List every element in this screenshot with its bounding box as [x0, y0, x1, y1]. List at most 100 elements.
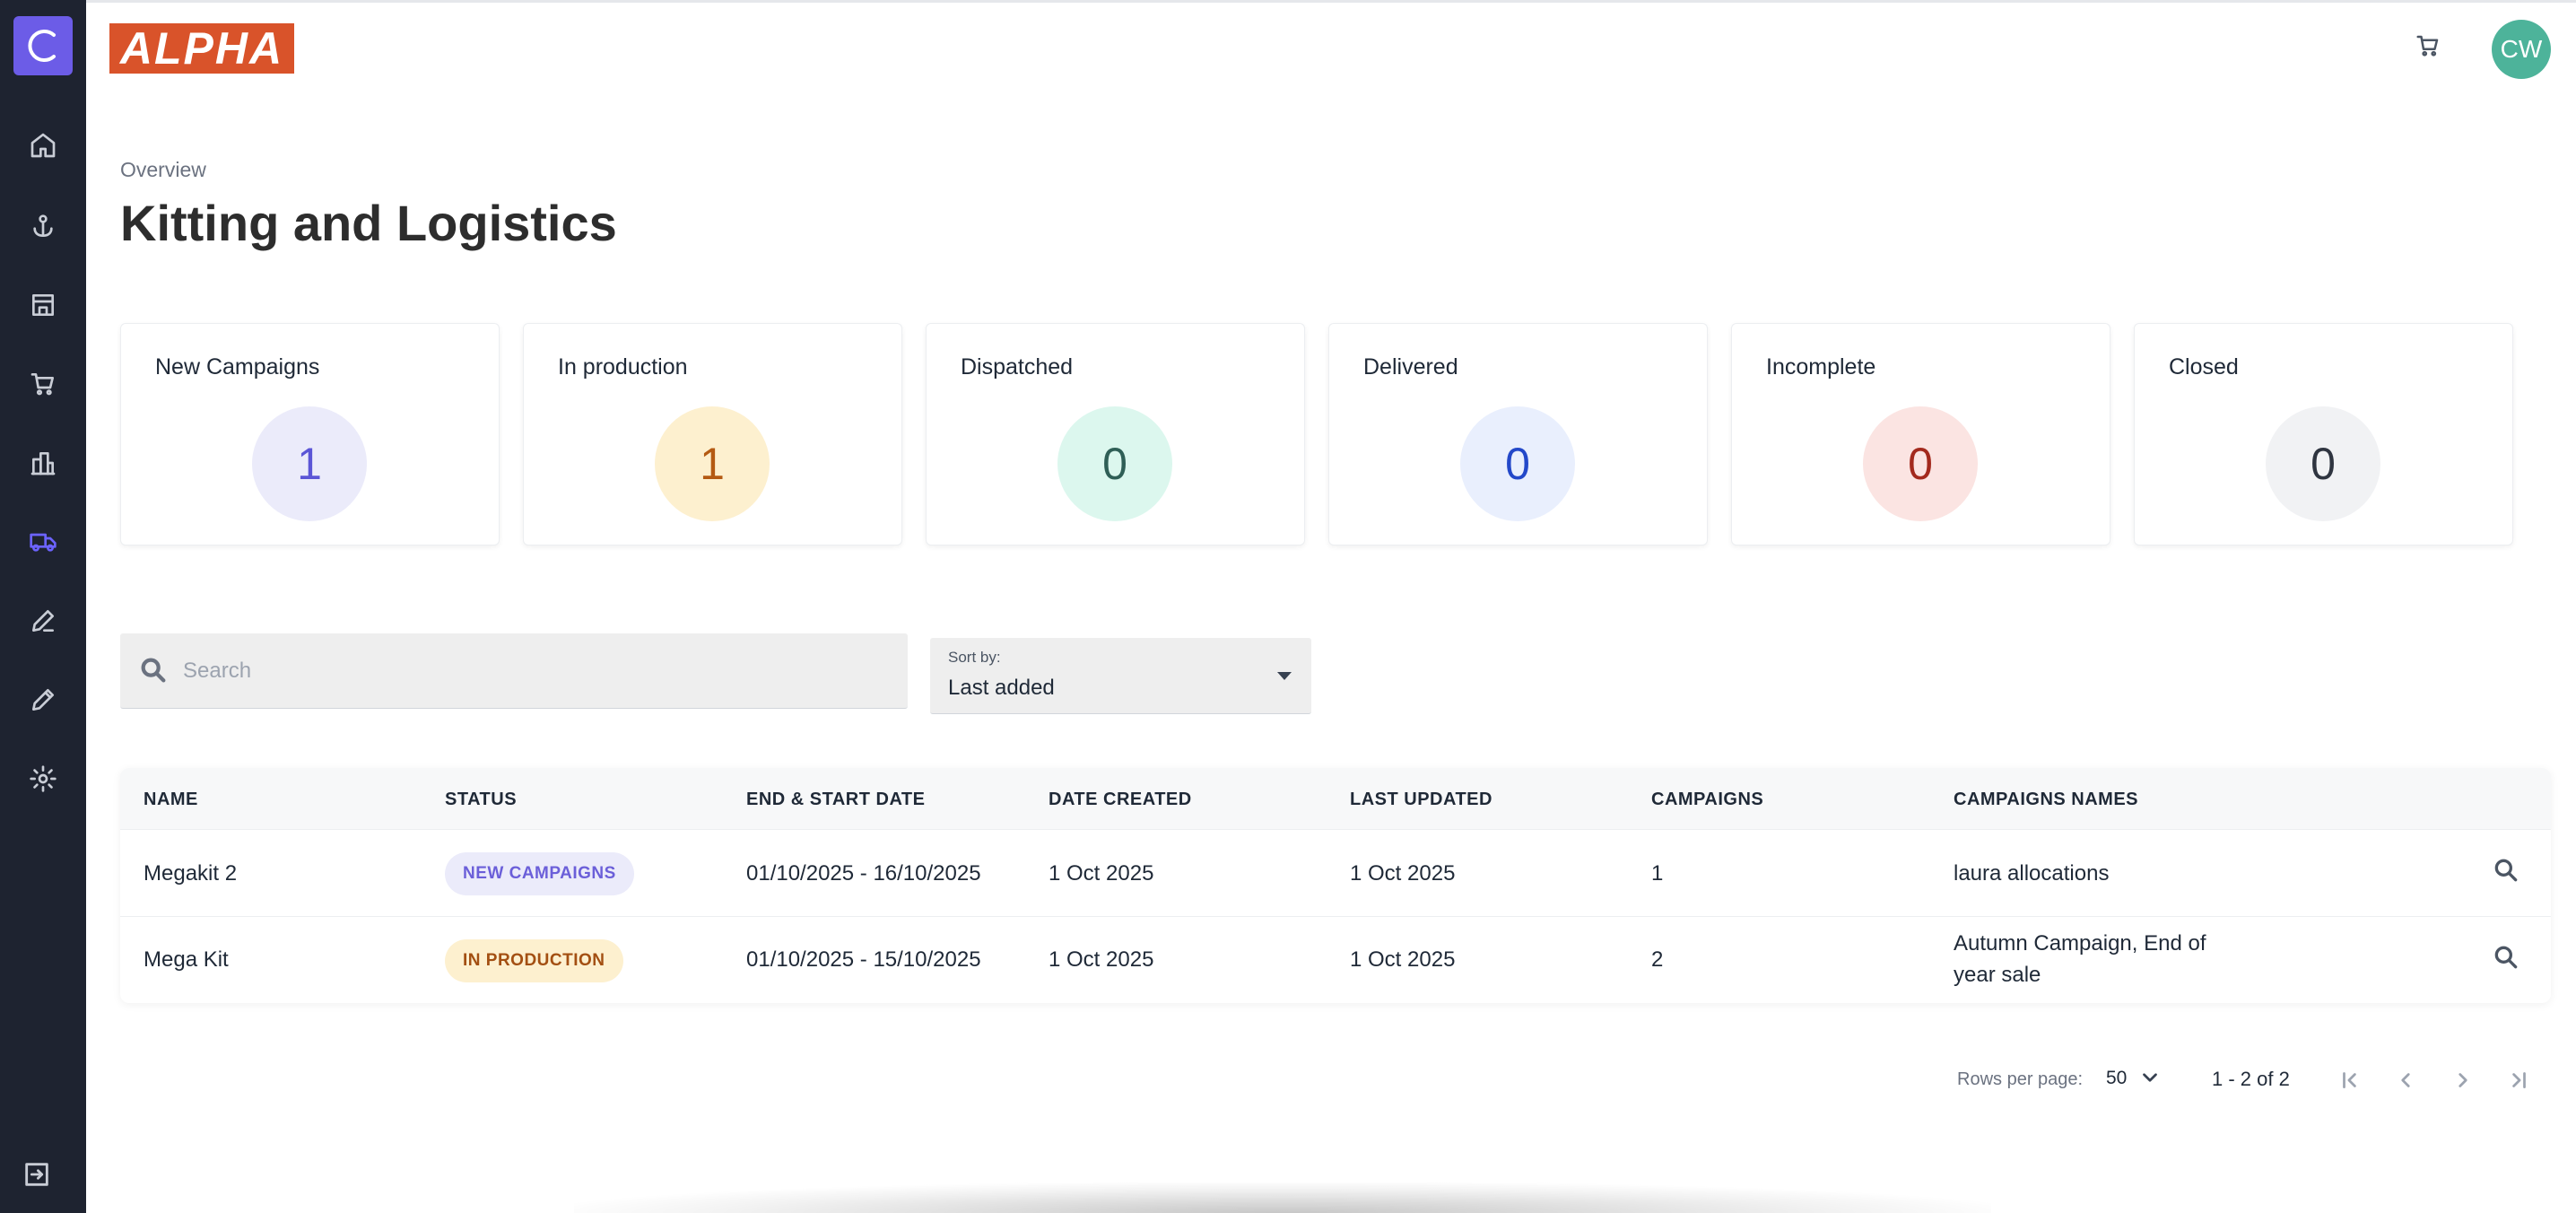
stat-label: Incomplete: [1766, 354, 1876, 380]
view-kit-button[interactable]: [2492, 943, 2524, 975]
sidebar-item-design[interactable]: [22, 678, 65, 721]
column-header-campaigns[interactable]: CAMPAIGNS: [1651, 790, 1764, 809]
avatar[interactable]: CW: [2492, 20, 2551, 79]
chevron-left-icon: [2401, 1073, 2410, 1087]
cart-icon: [30, 373, 54, 396]
stat-label: New Campaigns: [155, 354, 320, 380]
cell-campaigns: 2: [1651, 947, 1664, 972]
last-page-button[interactable]: [2504, 1066, 2533, 1095]
stat-count: 0: [2266, 406, 2380, 521]
stat-label: Delivered: [1363, 354, 1458, 380]
chevron-down-icon[interactable]: [2138, 1066, 2163, 1091]
stat-label: Dispatched: [961, 354, 1074, 380]
sidebar: [0, 0, 86, 1213]
stat-card-in-production[interactable]: In production 1: [523, 323, 902, 545]
stat-count: 0: [1460, 406, 1575, 521]
brand-text: ALPHA: [119, 23, 284, 74]
cell-date-created: 1 Oct 2025: [1049, 861, 1154, 886]
cell-name: Megakit 2: [144, 861, 238, 886]
column-header-status[interactable]: STATUS: [445, 790, 518, 809]
building-icon: [30, 452, 56, 476]
search-input[interactable]: [183, 651, 883, 691]
column-header-campaigns-names[interactable]: CAMPAIGNS NAMES: [1954, 790, 2139, 809]
cell-last-updated: 1 Oct 2025: [1350, 861, 1456, 886]
rows-per-page-label: Rows per page:: [1957, 1069, 2084, 1089]
kits-table: NAME STATUS END & START DATE DATE CREATE…: [120, 768, 2551, 1003]
top-divider: [86, 0, 2576, 3]
cell-dates: 01/10/2025 - 16/10/2025: [746, 861, 981, 886]
cell-campaign-names-line-2: year sale: [1954, 963, 2041, 987]
cart-button[interactable]: [2415, 32, 2447, 65]
stat-card-new-campaigns[interactable]: New Campaigns 1: [120, 323, 500, 545]
cell-campaigns: 1: [1651, 861, 1664, 886]
cell-dates: 01/10/2025 - 15/10/2025: [746, 947, 981, 972]
table-row[interactable]: Megakit 2 NEW CAMPAIGNS 01/10/2025 - 16/…: [120, 829, 2551, 916]
view-kit-button[interactable]: [2492, 856, 2524, 888]
first-page-icon: [2343, 1072, 2356, 1088]
stat-count: 1: [655, 406, 770, 521]
stat-card-dispatched[interactable]: Dispatched 0: [926, 323, 1305, 545]
sidebar-item-logistics[interactable]: [22, 520, 65, 563]
table-row[interactable]: Mega Kit IN PRODUCTION 01/10/2025 - 15/1…: [120, 916, 2551, 1003]
truck-icon: [30, 533, 57, 552]
column-header-date-created[interactable]: DATE CREATED: [1049, 790, 1192, 809]
store-icon: [32, 294, 54, 316]
status-cards: New Campaigns 1 In production 1 Dispatch…: [120, 323, 2515, 545]
status-badge: IN PRODUCTION: [445, 939, 623, 982]
stat-count: 0: [1057, 406, 1172, 521]
stat-label: Closed: [2169, 354, 2239, 380]
cell-campaign-names: Autumn Campaign, End of: [1954, 931, 2206, 956]
sidebar-item-cart[interactable]: [22, 362, 65, 406]
stat-card-incomplete[interactable]: Incomplete 0: [1731, 323, 2110, 545]
home-icon: [30, 133, 56, 158]
sidebar-item-edit[interactable]: [22, 599, 65, 642]
anchor-icon: [33, 214, 53, 237]
sidebar-item-store[interactable]: [22, 284, 65, 327]
first-page-button[interactable]: [2336, 1066, 2364, 1095]
pagination-range: 1 - 2 of 2: [2212, 1068, 2290, 1090]
page-title: Kitting and Logistics: [120, 195, 617, 251]
sidebar-item-buildings[interactable]: [22, 441, 65, 484]
sort-label: Sort by:: [948, 649, 1001, 666]
search-icon: [2494, 859, 2518, 882]
stat-card-closed[interactable]: Closed 0: [2134, 323, 2513, 545]
column-header-dates[interactable]: END & START DATE: [746, 790, 926, 809]
sidebar-item-settings[interactable]: [22, 757, 65, 800]
chevron-right-icon: [2459, 1073, 2467, 1087]
sort-select[interactable]: Sort by: Last added: [930, 638, 1311, 714]
cart-icon: [2416, 35, 2439, 57]
table-header: NAME STATUS END & START DATE DATE CREATE…: [120, 768, 2551, 829]
stat-label: In production: [558, 354, 688, 380]
column-header-name[interactable]: NAME: [144, 790, 198, 809]
gear-icon: [30, 765, 57, 792]
caret-down-icon: [1277, 672, 1292, 680]
c-logo-icon: [28, 30, 56, 62]
search-icon: [138, 655, 170, 687]
stat-count: 1: [252, 406, 367, 521]
brand-logo[interactable]: ALPHA: [109, 23, 294, 74]
search-box: [120, 633, 908, 709]
logout-icon: [25, 1163, 48, 1186]
search-icon: [2494, 946, 2518, 969]
cell-campaign-names: laura allocations: [1954, 861, 2110, 886]
sidebar-item-anchor[interactable]: [22, 205, 65, 248]
overlay-shadow: [574, 1182, 1991, 1213]
sort-value: Last added: [948, 676, 1055, 700]
logout-button[interactable]: [22, 1159, 57, 1195]
status-badge: NEW CAMPAIGNS: [445, 852, 634, 895]
cell-name: Mega Kit: [144, 947, 229, 972]
breadcrumb[interactable]: Overview: [120, 158, 206, 181]
previous-page-button[interactable]: [2391, 1066, 2420, 1095]
cell-last-updated: 1 Oct 2025: [1350, 947, 1456, 972]
stat-count: 0: [1863, 406, 1978, 521]
stat-card-delivered[interactable]: Delivered 0: [1328, 323, 1708, 545]
rows-per-page-select[interactable]: 50: [2106, 1068, 2128, 1088]
next-page-button[interactable]: [2449, 1066, 2477, 1095]
cell-date-created: 1 Oct 2025: [1049, 947, 1154, 972]
last-page-icon: [2512, 1072, 2526, 1088]
sidebar-item-home[interactable]: [22, 124, 65, 167]
sidebar-logo[interactable]: [13, 16, 73, 75]
column-header-last-updated[interactable]: LAST UPDATED: [1350, 790, 1493, 809]
pen-alt-icon: [32, 689, 54, 711]
pen-icon: [32, 610, 54, 632]
